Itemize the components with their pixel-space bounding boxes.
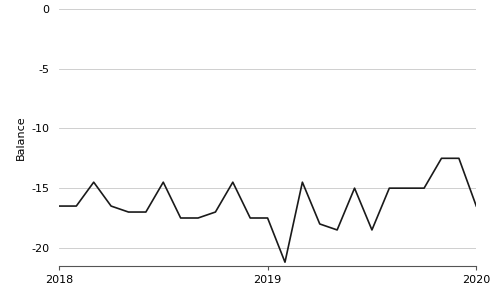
Y-axis label: Balance: Balance [16,115,26,160]
